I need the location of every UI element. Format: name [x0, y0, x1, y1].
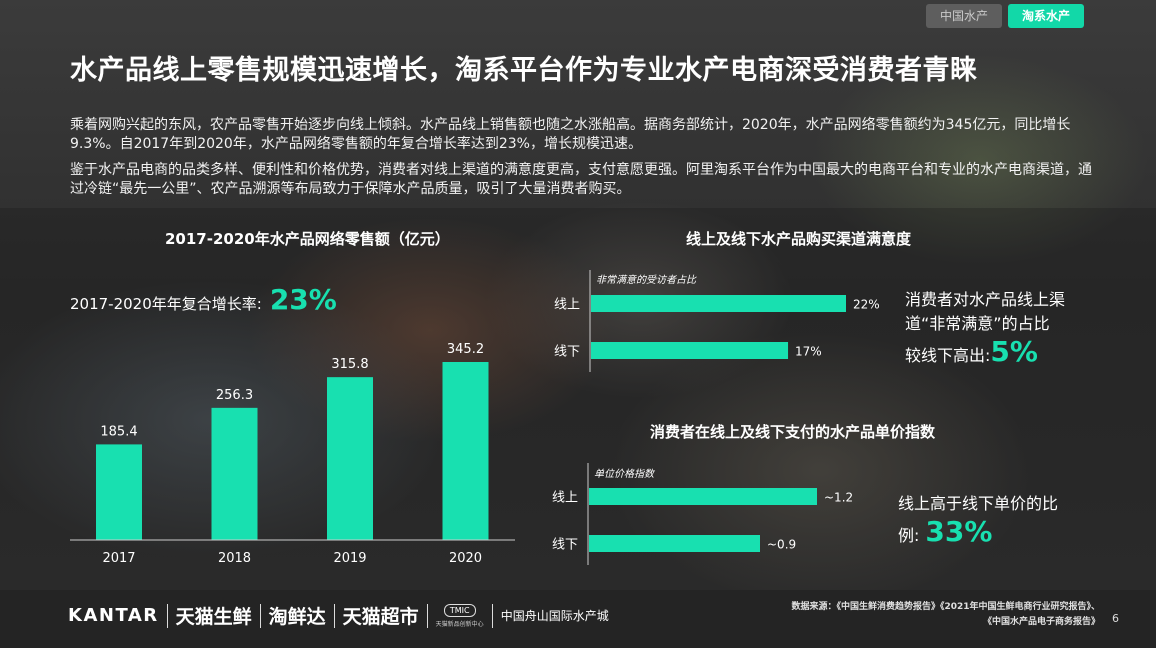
- logo-divider: [166, 603, 168, 628]
- price-note-value: 33%: [925, 515, 993, 548]
- price-chart-title: 消费者在线上及线下支付的水产品单价指数: [650, 423, 936, 441]
- x-tick-label: 2017: [102, 551, 135, 566]
- tmall-supermarket-logo: 天猫超市: [342, 606, 419, 628]
- logo-divider: [333, 603, 335, 628]
- chart-annotation: 非常满意的受访者占比: [596, 274, 697, 286]
- page-number: 6: [1112, 612, 1119, 625]
- tmic-subtitle: 天猫新品创新中心: [435, 620, 484, 628]
- category-label: 线下: [552, 538, 578, 553]
- data-source: 数据来源：《中国生鲜消费趋势报告》《2021年中国生鲜电商行业研究报告》、 《中…: [700, 600, 1100, 630]
- hbar-1: [591, 342, 789, 359]
- tab-china-aquatic[interactable]: 中国水产: [925, 4, 1002, 28]
- satisfaction-note-line2: 道“非常满意”的占比: [905, 314, 1050, 333]
- taoxianda-logo: 淘鲜达: [268, 606, 326, 628]
- analysis-paragraph: 鉴于水产品电商的品类多样、便利性和价格优势，消费者对线上渠道的满意度更高，支付意…: [70, 162, 1092, 197]
- category-label: 线上: [554, 298, 580, 313]
- hbar-0: [591, 295, 846, 312]
- category-label: 线下: [554, 345, 580, 360]
- x-tick-label: 2019: [333, 551, 366, 566]
- satisfaction-note: 消费者对水产品线上渠 道“非常满意”的占比 较线下高出:5%: [905, 288, 1065, 368]
- cagr-label: 2017-2020年年复合增长率:: [70, 295, 262, 313]
- sales-bar-chart: 185.4 2017 256.3 2018 315.8 2019 345.2 2020: [70, 342, 515, 566]
- page-title: 水产品线上零售规模迅速增长，淘系平台作为专业水产电商深受消费者青睐: [70, 55, 978, 86]
- bar-2018: [211, 407, 258, 540]
- tmic-badge: TMIC: [443, 603, 476, 617]
- bar-value-label: 185.4: [100, 424, 137, 439]
- bar-value-label: 315.8: [331, 357, 368, 372]
- bar-2017: [96, 444, 142, 540]
- source-line-1: 数据来源：《中国生鲜消费趋势报告》《2021年中国生鲜电商行业研究报告》、: [791, 602, 1100, 612]
- tmall-fresh-logo: 天猫生鲜: [175, 606, 252, 628]
- satisfaction-chart-title: 线上及线下水产品购买渠道满意度: [686, 230, 912, 248]
- intro-paragraph: 乘着网购兴起的东风，农产品零售开始逐步向线上倾斜。水产品线上销售额也随之水涨船高…: [70, 117, 1071, 152]
- logo-divider: [491, 603, 493, 628]
- hbar-1: [589, 535, 760, 552]
- x-tick-label: 2018: [218, 551, 251, 566]
- hbar-value-label: 22%: [853, 298, 880, 312]
- price-note-line2: 例: 33%: [898, 518, 1058, 548]
- tmic-logo: TMIC 天猫新品创新中心: [428, 603, 492, 628]
- hbar-value-label: 17%: [795, 345, 822, 359]
- x-tick-label: 2020: [449, 551, 482, 566]
- section-tabs: 中国水产 淘系水产: [925, 4, 1084, 28]
- logo-divider: [426, 603, 428, 628]
- price-note-line1: 线上高于线下单价的比: [898, 494, 1059, 513]
- satisfaction-note-line1: 消费者对水产品线上渠: [905, 290, 1066, 309]
- zhoushan-logo: 中国舟山国际水产城: [500, 609, 609, 623]
- logo-divider: [259, 603, 261, 628]
- satisfaction-note-label: 较线下高出:: [905, 346, 991, 365]
- bar-value-label: 345.2: [447, 342, 484, 357]
- hbar-0: [589, 488, 817, 505]
- cagr-callout: 2017-2020年年复合增长率: 23%: [70, 283, 337, 316]
- tab-taobao-aquatic[interactable]: 淘系水产: [1007, 4, 1084, 28]
- sales-chart-title: 2017-2020年水产品网络零售额（亿元）: [165, 230, 450, 248]
- hbar-value-label: ~0.9: [767, 538, 796, 552]
- hbar-value-label: ~1.2: [824, 491, 853, 505]
- category-label: 线上: [552, 491, 578, 506]
- bar-2020: [442, 362, 489, 540]
- chart-annotation: 单位价格指数: [594, 468, 656, 480]
- bar-2019: [327, 377, 373, 540]
- slide: 中国水产 淘系水产 水产品线上零售规模迅速增长，淘系平台作为专业水产电商深受消费…: [0, 0, 1156, 648]
- satisfaction-note-line3: 较线下高出:5%: [905, 338, 1065, 368]
- satisfaction-note-value: 5%: [990, 335, 1038, 368]
- price-note-label: 例:: [898, 526, 920, 545]
- price-note: 线上高于线下单价的比 例: 33%: [898, 492, 1058, 548]
- cagr-value: 23%: [269, 283, 337, 316]
- charts-canvas: 185.4 2017 256.3 2018 315.8 2019 345.2 2020 非常满…: [70, 270, 880, 566]
- partner-logos: KANTAR 天猫生鲜 淘鲜达 天猫超市 TMIC 天猫新品创新中心 中国舟山国…: [68, 602, 617, 629]
- kantar-logo: KANTAR: [68, 605, 159, 626]
- bar-value-label: 256.3: [216, 388, 253, 403]
- footer: KANTAR 天猫生鲜 淘鲜达 天猫超市 TMIC 天猫新品创新中心 中国舟山国…: [0, 590, 1156, 648]
- source-line-2: 《中国水产品电子商务报告》: [982, 617, 1100, 627]
